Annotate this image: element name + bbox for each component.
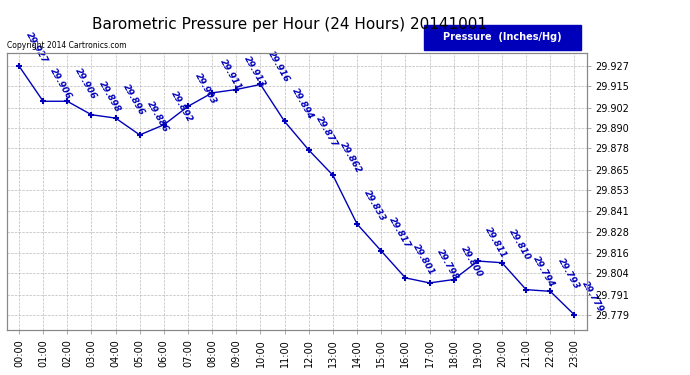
Text: 29.810: 29.810	[508, 228, 533, 262]
Text: 29.779: 29.779	[580, 280, 605, 314]
Text: Pressure  (Inches/Hg): Pressure (Inches/Hg)	[443, 32, 562, 42]
Text: 29.892: 29.892	[170, 90, 195, 124]
Text: Copyright 2014 Cartronics.com: Copyright 2014 Cartronics.com	[7, 41, 126, 50]
Text: 29.886: 29.886	[146, 100, 170, 134]
Text: 29.794: 29.794	[532, 254, 557, 289]
Text: 29.906: 29.906	[49, 66, 74, 100]
Text: 29.896: 29.896	[121, 83, 146, 117]
Text: 29.877: 29.877	[315, 115, 339, 149]
Text: 29.911: 29.911	[218, 58, 243, 92]
Text: 29.798: 29.798	[435, 248, 460, 282]
Text: 29.811: 29.811	[484, 226, 509, 260]
Text: 29.817: 29.817	[387, 216, 412, 250]
Text: 29.833: 29.833	[363, 189, 388, 223]
Text: 29.862: 29.862	[339, 140, 364, 174]
Text: 29.801: 29.801	[411, 243, 436, 277]
Text: 29.916: 29.916	[266, 49, 291, 84]
Text: 29.793: 29.793	[556, 256, 581, 291]
Text: Barometric Pressure per Hour (24 Hours) 20141001: Barometric Pressure per Hour (24 Hours) …	[92, 17, 487, 32]
Text: 29.927: 29.927	[25, 31, 50, 65]
Text: 29.898: 29.898	[97, 80, 122, 114]
Text: 29.894: 29.894	[290, 86, 315, 121]
Text: 29.913: 29.913	[242, 54, 267, 89]
Text: 29.903: 29.903	[194, 71, 219, 105]
Text: 29.800: 29.800	[460, 244, 484, 279]
Text: 29.906: 29.906	[73, 66, 98, 100]
FancyBboxPatch shape	[424, 25, 581, 50]
